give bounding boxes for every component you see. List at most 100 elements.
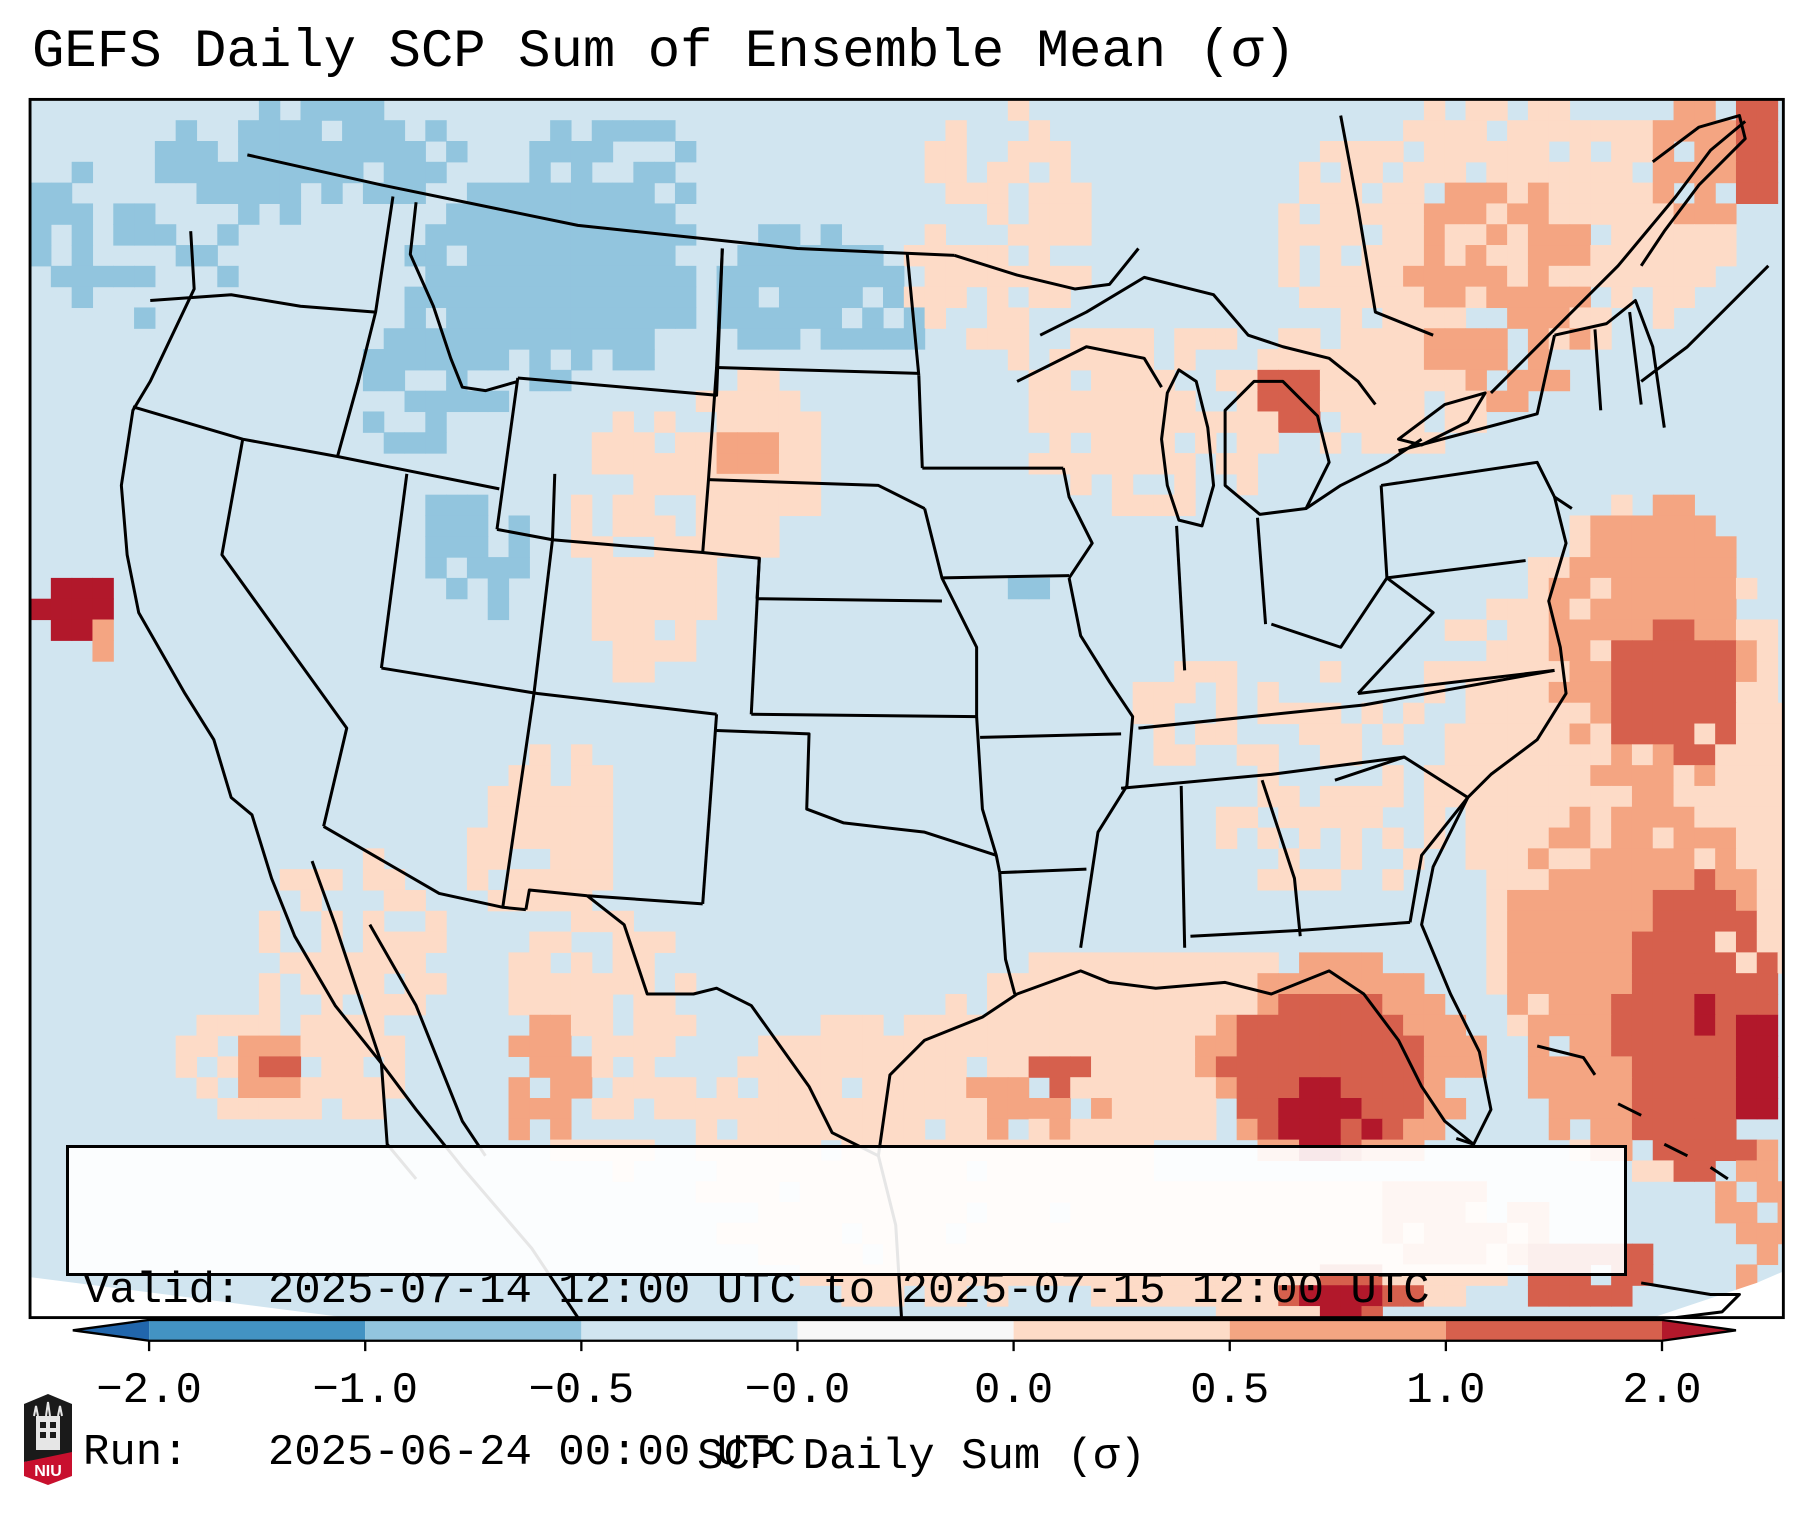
anomaly-cell [1382,245,1404,267]
anomaly-cell [799,1035,822,1057]
anomaly-cell [217,1056,239,1078]
anomaly-cell [1028,245,1051,267]
anomaly-cell [737,494,759,517]
anomaly-cell [466,328,489,350]
anomaly-cell [508,286,530,309]
anomaly-cell [508,328,530,350]
bahamas [1536,1044,1729,1181]
anomaly-cell [1507,1014,1529,1037]
anomaly-cell [1548,203,1571,225]
anomaly-cell [674,286,697,309]
anomaly-cell [820,1014,842,1037]
anomaly-cell [1153,702,1175,725]
anomaly-cell [529,224,551,246]
anomaly-cell [1652,1098,1675,1120]
anomaly-cell [924,286,946,309]
anomaly-cell [1673,931,1695,953]
anomaly-cell [466,203,489,225]
anomaly-cell [1174,993,1196,1016]
anomaly-cell [654,1077,676,1099]
cuba [1640,1281,1741,1318]
anomaly-cell [1590,120,1612,142]
colorbar-tick-label: −2.0 [96,1366,202,1416]
anomaly-cell [508,993,530,1016]
anomaly-cell [1756,120,1779,142]
anomaly-cell [633,619,655,641]
anomaly-cell [196,245,218,267]
anomaly-cell [550,931,572,953]
anomaly-cell [716,307,738,329]
anomaly-cell [945,1098,967,1120]
anomaly-cell [550,1014,572,1037]
anomaly-cell [570,161,593,184]
map-panel [30,99,1784,1318]
az-nm-border [501,693,536,908]
anomaly-cell [1715,1056,1737,1078]
il-in-border [1175,525,1187,671]
anomaly-cell [1507,598,1529,621]
anomaly-cell [1486,161,1508,184]
anomaly-cell [1257,390,1279,413]
anomaly-cell [1507,619,1529,641]
anomaly-cell [1673,744,1695,766]
anomaly-cell [1174,453,1196,475]
anomaly-cell [1527,99,1550,121]
anomaly-cell [1611,640,1633,662]
anomaly-cell [466,182,489,204]
anomaly-cell [1548,827,1571,849]
anomaly-cell [466,286,489,309]
anomaly-cell [1444,224,1467,246]
anomaly-cell [591,827,614,849]
anomaly-cell [258,993,281,1016]
anomaly-cell [1319,785,1342,808]
anomaly-cell [1590,598,1612,621]
anomaly-cell [987,328,1009,350]
anomaly-cell [404,973,426,995]
anomaly-cell [1527,203,1550,225]
anomaly-cell [1715,848,1737,870]
anomaly-cell [1694,224,1716,246]
anomaly-cell [1070,993,1092,1016]
anomaly-cell [258,931,281,953]
anomaly-cell [383,328,406,350]
anomaly-cell [550,785,572,808]
anomaly-cell [1091,390,1113,413]
anomaly-cell [695,1118,718,1141]
anomaly-cell [487,806,510,829]
anomaly-cell [1611,993,1633,1016]
anomaly-cell [1694,869,1716,891]
anomaly-cell [487,848,510,870]
anomaly-cell [612,432,634,454]
anomaly-cell [1569,744,1591,766]
anomaly-cell [238,141,260,163]
anomaly-cell [1174,1014,1196,1037]
anomaly-cell [695,598,718,621]
anomaly-cell [1631,203,1654,225]
anomaly-cell [758,536,780,558]
anomaly-cell [1611,952,1633,974]
anomaly-cell [1174,681,1196,704]
anomaly-cell [1652,265,1675,288]
anomaly-cell [1694,848,1716,870]
colorbar-tick-label: −0.0 [744,1366,851,1416]
anomaly-cell [799,265,822,288]
anomaly-cell [758,1098,780,1120]
anomaly-cell [529,1056,551,1078]
anomaly-cell [258,973,281,995]
anomaly-cell [1340,265,1363,288]
id-wy-border [495,377,520,530]
anomaly-cell [1756,723,1779,745]
anomaly-cell [674,182,697,204]
anomaly-cell [1590,577,1612,600]
anomaly-cell [799,1056,822,1078]
anomaly-cell [529,1014,551,1037]
sd-mn-border [917,375,924,469]
ok-panhandle [716,728,997,857]
anomaly-cell [1694,182,1716,204]
anomaly-cell [1673,848,1695,870]
anomaly-cell [1049,265,1071,288]
anomaly-cell [1215,723,1238,745]
anomaly-cell [1174,661,1196,683]
anomaly-cell [1361,785,1383,808]
anomaly-cell [1486,765,1508,787]
